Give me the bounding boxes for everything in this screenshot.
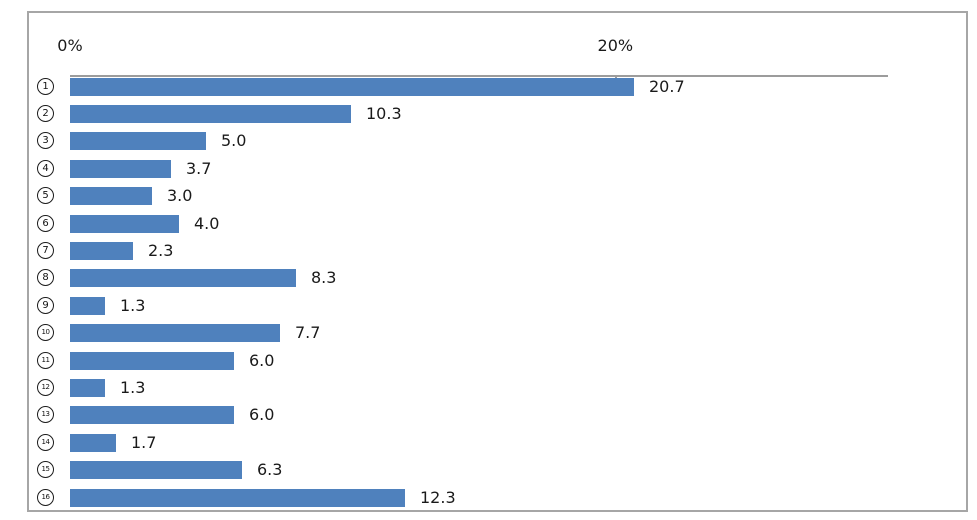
category-circled-number: 15 xyxy=(37,461,54,478)
category-circled-number: 9 xyxy=(37,297,54,314)
category-circled-number: 2 xyxy=(37,105,54,122)
bar xyxy=(70,324,280,342)
bar-row: 10 7.7 xyxy=(29,324,966,342)
value-label: 6.0 xyxy=(249,351,275,370)
bar-row: 1 20.7 xyxy=(29,78,966,96)
value-label: 6.0 xyxy=(249,405,275,424)
bar xyxy=(70,489,405,507)
bar-row: 4 3.7 xyxy=(29,160,966,178)
bar-row: 11 6.0 xyxy=(29,352,966,370)
category-number-label: 5 xyxy=(42,189,49,201)
value-label: 3.7 xyxy=(186,159,212,178)
bar xyxy=(70,78,634,96)
category-circled-number: 16 xyxy=(37,489,54,506)
bar xyxy=(70,297,105,315)
category-number-label: 10 xyxy=(41,328,50,336)
category-number-label: 3 xyxy=(42,134,49,146)
bar xyxy=(70,461,242,479)
bar xyxy=(70,215,179,233)
x-axis-line xyxy=(70,75,888,77)
value-label: 12.3 xyxy=(420,488,456,507)
category-circled-number: 11 xyxy=(37,352,54,369)
category-number-label: 8 xyxy=(42,271,49,283)
category-circled-number: 14 xyxy=(37,434,54,451)
category-circled-number: 7 xyxy=(37,242,54,259)
bar-row: 15 6.3 xyxy=(29,461,966,479)
category-number-label: 7 xyxy=(42,244,49,256)
category-number-label: 16 xyxy=(41,493,50,501)
bar xyxy=(70,105,351,123)
bar-row: 5 3.0 xyxy=(29,187,966,205)
bar xyxy=(70,269,296,287)
category-number-label: 6 xyxy=(42,217,49,229)
value-label: 1.3 xyxy=(120,296,146,315)
bar-row: 13 6.0 xyxy=(29,406,966,424)
bar-row: 16 12.3 xyxy=(29,489,966,507)
category-number-label: 14 xyxy=(41,438,50,446)
category-number-label: 4 xyxy=(42,162,49,174)
category-circled-number: 8 xyxy=(37,269,54,286)
value-label: 1.3 xyxy=(120,378,146,397)
bar-row: 14 1.7 xyxy=(29,434,966,452)
bar-row: 12 1.3 xyxy=(29,379,966,397)
chart-frame: 0% 20% 1 20.7 2 10.3 3 5.0 4 3.7 5 3.0 6… xyxy=(27,11,968,512)
bar xyxy=(70,132,206,150)
bar xyxy=(70,434,116,452)
category-circled-number: 3 xyxy=(37,132,54,149)
value-label: 3.0 xyxy=(167,186,193,205)
category-circled-number: 1 xyxy=(37,78,54,95)
category-number-label: 15 xyxy=(41,465,50,473)
category-circled-number: 12 xyxy=(37,379,54,396)
value-label: 7.7 xyxy=(295,323,321,342)
value-label: 5.0 xyxy=(221,131,247,150)
bar-row: 2 10.3 xyxy=(29,105,966,123)
value-label: 8.3 xyxy=(311,268,337,287)
bar xyxy=(70,352,234,370)
category-number-label: 1 xyxy=(42,80,49,92)
bar-row: 3 5.0 xyxy=(29,132,966,150)
value-label: 1.7 xyxy=(131,433,157,452)
bar xyxy=(70,242,133,260)
value-label: 10.3 xyxy=(366,104,402,123)
x-axis-tick-label-20: 20% xyxy=(597,36,634,55)
bar xyxy=(70,379,105,397)
bar xyxy=(70,160,171,178)
category-circled-number: 10 xyxy=(37,324,54,341)
bar xyxy=(70,187,152,205)
category-number-label: 9 xyxy=(42,299,49,311)
bar xyxy=(70,406,234,424)
category-number-label: 12 xyxy=(41,383,50,391)
category-circled-number: 4 xyxy=(37,160,54,177)
bar-row: 8 8.3 xyxy=(29,269,966,287)
category-circled-number: 13 xyxy=(37,406,54,423)
category-circled-number: 6 xyxy=(37,215,54,232)
bar-row: 9 1.3 xyxy=(29,297,966,315)
category-number-label: 2 xyxy=(42,107,49,119)
value-label: 20.7 xyxy=(649,77,685,96)
category-circled-number: 5 xyxy=(37,187,54,204)
bar-row: 6 4.0 xyxy=(29,215,966,233)
category-number-label: 11 xyxy=(41,356,50,364)
category-number-label: 13 xyxy=(41,410,50,418)
bar-row: 7 2.3 xyxy=(29,242,966,260)
value-label: 4.0 xyxy=(194,214,220,233)
value-label: 2.3 xyxy=(148,241,174,260)
x-axis-tick-label-0: 0% xyxy=(57,36,83,55)
value-label: 6.3 xyxy=(257,460,283,479)
